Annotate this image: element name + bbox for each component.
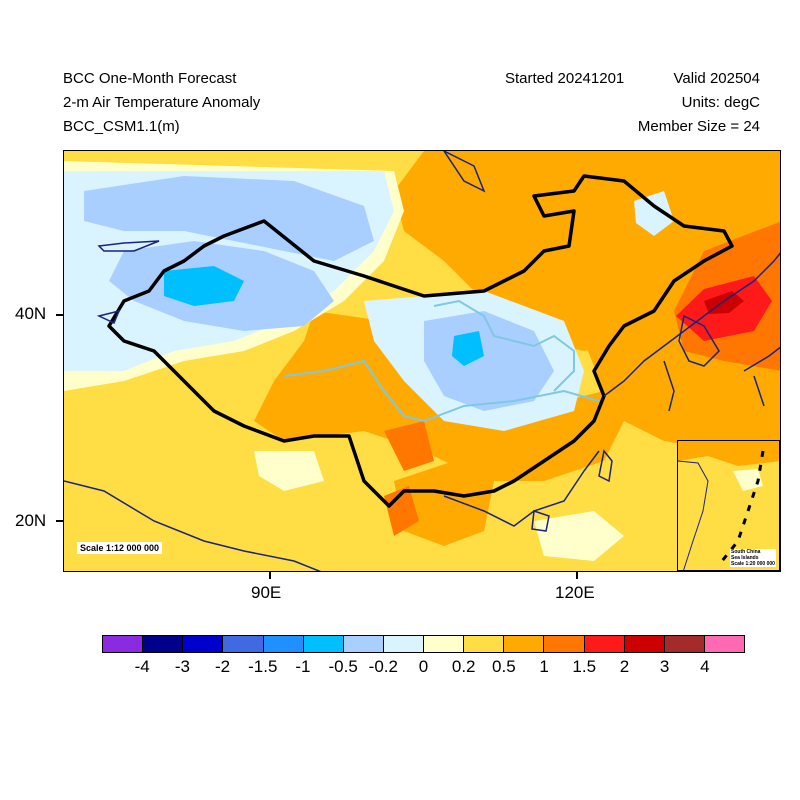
colorbar-box (383, 636, 424, 652)
colorbar-label: -1 (295, 657, 311, 676)
inset-coast (678, 460, 709, 570)
colorbar-box (263, 636, 304, 652)
inset-label: South China Sea Islands Scale 1:20 000 0… (730, 549, 776, 567)
member-size-label: Member Size = 24 (637, 118, 760, 135)
colorbar-box (504, 636, 545, 652)
colorbar-box (103, 636, 144, 652)
started-label: Started 20241201 (505, 70, 625, 87)
yangtze-river (283, 359, 600, 423)
coastline-sakhalin (443, 151, 486, 193)
inset-cream (733, 469, 763, 491)
anomaly-lightblue-north (84, 176, 374, 261)
colorbar-box (424, 636, 465, 652)
anomaly-cream-se (534, 511, 624, 561)
anomaly-map (63, 150, 781, 572)
model-label: BCC_CSM1.1(m) (63, 118, 180, 135)
colorbar-label: 0.5 (492, 657, 516, 676)
inset-scale: Scale 1:20 000 000 (731, 561, 775, 567)
colorbar-label: -2 (215, 657, 231, 676)
anomaly-darkorange-1 (384, 421, 434, 471)
colorbar-label: 2 (619, 657, 630, 676)
x-tick-label-90e: 90E (251, 583, 282, 602)
colorbar-label: 0 (418, 657, 429, 676)
coastline-hainan (531, 509, 550, 532)
anomaly-lightcyan-ne (634, 191, 674, 236)
colorbar-label: 3 (659, 657, 670, 676)
anomaly-cyan-patch (164, 266, 244, 306)
inset-orange (678, 441, 779, 466)
colorbar-box (303, 636, 344, 652)
y-tick-label-40n: 40N (15, 304, 47, 323)
colorbar-box (343, 636, 384, 652)
y-tick-40n (56, 314, 63, 316)
coastline-lake-issyk (96, 309, 121, 325)
units-label: Units: degC (681, 94, 760, 111)
colorbar-label: -1.5 (248, 657, 278, 676)
coastline-taiwan (598, 449, 613, 483)
coastline-japan (743, 346, 780, 372)
colorbar-box (624, 636, 665, 652)
colorbar-label: -0.2 (368, 657, 398, 676)
colorbar-box (464, 636, 505, 652)
colorbar-box (143, 636, 184, 652)
y-tick-20n (56, 520, 63, 522)
x-tick-90e (269, 572, 271, 579)
x-tick-120e (576, 572, 578, 579)
inset-svg (678, 441, 779, 570)
colorbar-label: 0.2 (451, 657, 476, 676)
coastline-islands (663, 360, 765, 412)
colorbar-box (223, 636, 264, 652)
colorbar-label: -0.5 (328, 657, 358, 676)
coastline-balkhash (97, 240, 160, 252)
inset-title-1: South China (731, 549, 761, 555)
colorbar-box (584, 636, 625, 652)
colorbar-label: -4 (134, 657, 150, 676)
inset-title-2: Sea Islands (731, 555, 759, 561)
colorbar-box (664, 636, 705, 652)
china-border (107, 174, 734, 508)
coastline-southwest (64, 480, 322, 571)
colorbar-box (183, 636, 224, 652)
colorbar-label: 1 (539, 657, 549, 676)
south-china-sea-inset (677, 440, 780, 571)
yellow-river (433, 299, 575, 392)
colorbar (102, 635, 745, 653)
anomaly-cyan-central (452, 331, 484, 366)
map-scale-label: Scale 1:12 000 000 (77, 542, 163, 554)
colorbar-box (544, 636, 585, 652)
y-tick-label-20n: 20N (15, 511, 47, 530)
coastline-east (603, 252, 780, 397)
valid-label: Valid 202504 (673, 70, 760, 87)
x-tick-label-120e: 120E (555, 583, 595, 602)
colorbar-label: -3 (174, 657, 190, 676)
colorbar-label: 4 (700, 657, 710, 676)
map-svg (64, 151, 780, 571)
colorbar-box (704, 636, 744, 652)
variable-label: 2-m Air Temperature Anomaly (63, 94, 261, 111)
colorbar-label: 1.5 (572, 657, 597, 676)
anomaly-orange-se (394, 461, 494, 546)
anomaly-darkorange-2 (384, 486, 419, 536)
map-title: BCC One-Month Forecast (63, 70, 237, 87)
anomaly-cream-sw (254, 451, 324, 491)
colorbar-labels: -4 -3 -2 -1.5 -1 -0.5 -0.2 0 0.2 0.5 1 1.5 2 3 4 (102, 657, 745, 679)
coastline-korea (678, 314, 720, 367)
